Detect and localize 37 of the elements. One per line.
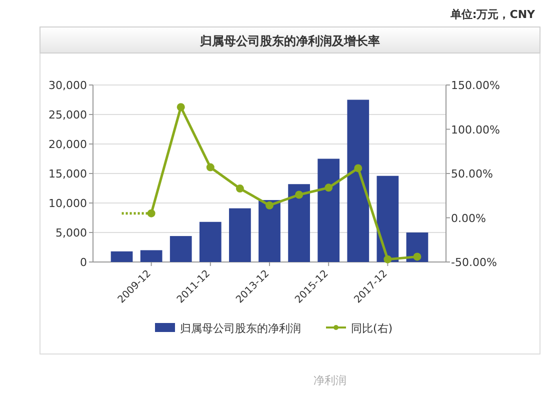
bar xyxy=(318,158,340,262)
bar xyxy=(140,250,162,262)
point xyxy=(206,163,214,172)
bar xyxy=(170,236,192,262)
text: 净利润 xyxy=(314,374,346,387)
bar xyxy=(229,208,251,262)
y-tick-label: 10,000 xyxy=(48,197,87,210)
y-tick-label: 25,000 xyxy=(48,108,87,122)
y2-tick-label: 0.00% xyxy=(451,212,486,225)
y2-tick-label: -50.00% xyxy=(451,256,497,269)
legend-label: 同比(右) xyxy=(351,322,393,335)
chart-title: 归属母公司股东的净利润及增长率 xyxy=(199,34,380,48)
y-tick-label: 30,000 xyxy=(48,79,87,92)
y2-tick-label: 100.00% xyxy=(451,123,500,136)
bar xyxy=(288,184,310,262)
point xyxy=(176,103,185,112)
y-tick-label: 0 xyxy=(80,256,87,269)
point xyxy=(324,184,333,192)
point xyxy=(266,201,274,210)
text: 单位:万元，CNY xyxy=(449,8,536,21)
point xyxy=(236,184,244,193)
y2-tick-label: 150.00% xyxy=(451,79,500,92)
point xyxy=(354,164,362,172)
bar xyxy=(199,222,222,262)
point xyxy=(295,190,304,199)
point xyxy=(384,255,392,264)
bar xyxy=(406,232,428,262)
bar xyxy=(258,200,280,262)
point xyxy=(413,252,422,261)
y-tick-label: 15,000 xyxy=(48,168,87,180)
bar xyxy=(110,251,133,262)
y-tick-label: 20,000 xyxy=(48,138,87,151)
y2-tick-label: 50.00% xyxy=(451,168,493,180)
bar xyxy=(376,176,399,262)
y-tick-label: 5,000 xyxy=(56,226,87,240)
legend-label: 归属母公司股东的净利润 xyxy=(180,322,301,335)
bar xyxy=(347,100,370,262)
